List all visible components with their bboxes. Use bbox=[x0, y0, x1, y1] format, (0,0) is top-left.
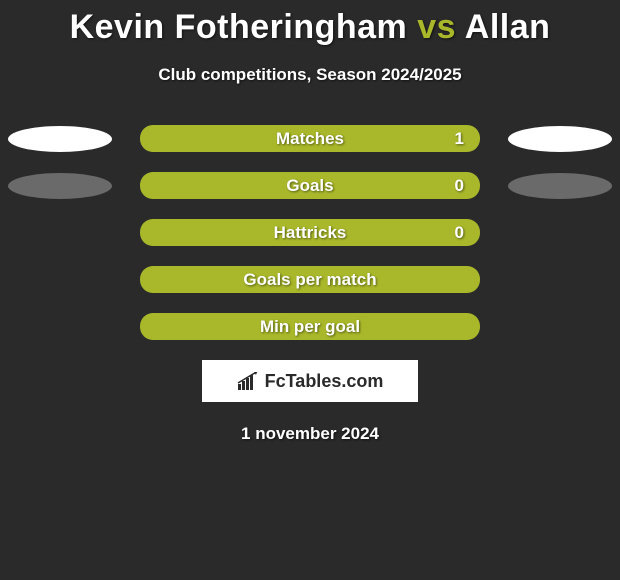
stat-bar: Min per goal bbox=[140, 313, 480, 340]
date: 1 november 2024 bbox=[0, 424, 620, 444]
stat-bar: Matches 1 bbox=[140, 125, 480, 152]
stat-bar: Goals 0 bbox=[140, 172, 480, 199]
stat-label: Matches bbox=[276, 129, 344, 149]
subtitle: Club competitions, Season 2024/2025 bbox=[0, 65, 620, 85]
logo-box: FcTables.com bbox=[202, 360, 418, 402]
stat-row: Matches 1 bbox=[0, 125, 620, 152]
player2-marker bbox=[508, 126, 612, 152]
stats-comparison-card: Kevin Fotheringham vs Allan Club competi… bbox=[0, 0, 620, 444]
barchart-icon bbox=[237, 372, 259, 390]
stats-bars: Matches 1 Goals 0 Hattricks 0 Goals per match M… bbox=[0, 125, 620, 340]
player1-marker bbox=[8, 173, 112, 199]
vs-label: vs bbox=[417, 8, 456, 46]
player2-name: Allan bbox=[465, 8, 551, 46]
logo: FcTables.com bbox=[237, 371, 384, 392]
stat-row: Min per goal bbox=[0, 313, 620, 340]
player1-name: Kevin Fotheringham bbox=[70, 8, 408, 46]
stat-row: Goals 0 bbox=[0, 172, 620, 199]
stat-row: Goals per match bbox=[0, 266, 620, 293]
stat-value: 1 bbox=[455, 129, 464, 149]
stat-bar: Goals per match bbox=[140, 266, 480, 293]
stat-label: Hattricks bbox=[274, 223, 347, 243]
stat-label: Goals per match bbox=[243, 270, 376, 290]
player2-marker bbox=[508, 173, 612, 199]
stat-value: 0 bbox=[455, 176, 464, 196]
player1-marker bbox=[8, 126, 112, 152]
stat-row: Hattricks 0 bbox=[0, 219, 620, 246]
page-title: Kevin Fotheringham vs Allan bbox=[0, 8, 620, 47]
logo-text: FcTables.com bbox=[265, 371, 384, 392]
stat-bar: Hattricks 0 bbox=[140, 219, 480, 246]
stat-label: Min per goal bbox=[260, 317, 360, 337]
stat-label: Goals bbox=[286, 176, 333, 196]
stat-value: 0 bbox=[455, 223, 464, 243]
